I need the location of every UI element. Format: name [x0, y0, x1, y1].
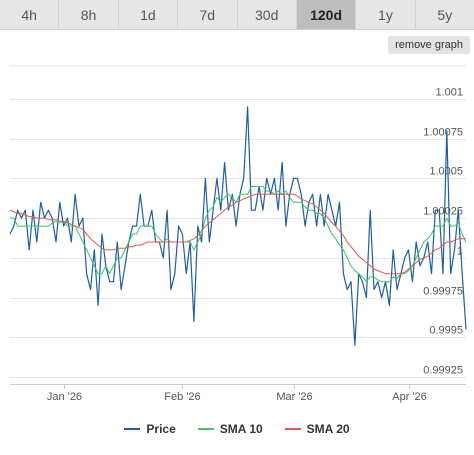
legend-label-sma10: SMA 10: [219, 422, 263, 436]
legend-label-sma20: SMA 20: [306, 422, 350, 436]
chart-series: [9, 106, 467, 346]
x-tick-label: Jan '26: [47, 391, 82, 403]
y-tick-label: 1: [457, 246, 463, 258]
series-line-sma20: [9, 193, 466, 275]
y-axis-labels: 1.0011.000751.00051.0002510.999750.99950…: [423, 87, 463, 377]
tab-8h[interactable]: 8h: [59, 0, 119, 29]
tab-7d[interactable]: 7d: [178, 0, 238, 29]
chart-legend: Price SMA 10 SMA 20: [0, 420, 474, 438]
x-tick-label: Feb '26: [164, 391, 200, 403]
series-line-price: [9, 106, 467, 346]
remove-graph-button[interactable]: remove graph: [388, 36, 470, 54]
x-tick-label: Apr '26: [392, 391, 427, 403]
tab-5y[interactable]: 5y: [437, 6, 453, 23]
x-axis: Jan '26 Feb '26 Mar '26 Apr '26: [10, 384, 466, 403]
y-tick-label: 1.00075: [423, 127, 463, 139]
legend-item-sma10[interactable]: SMA 10: [197, 422, 263, 436]
legend-swatch-price: [124, 428, 141, 430]
series-line-sma10: [10, 185, 467, 283]
y-tick-label: 0.99975: [423, 286, 463, 298]
price-chart: 1.0011.000751.00051.0002510.999750.99950…: [9, 65, 467, 403]
legend-swatch-sma10: [197, 428, 214, 430]
tab-4h[interactable]: 4h: [0, 0, 60, 29]
tab-120d[interactable]: 120d: [296, 0, 357, 29]
legend-label-price: Price: [146, 422, 176, 436]
y-tick-label: 0.9995: [429, 325, 463, 337]
legend-item-sma20[interactable]: SMA 20: [284, 422, 350, 436]
y-tick-label: 1.00025: [423, 206, 463, 218]
x-tick-label: Mar '26: [276, 391, 312, 403]
legend-swatch-sma20: [284, 428, 301, 430]
timeframe-tabs: 4h 8h 1d 7d 30d 120d 1y 5y: [0, 0, 474, 30]
y-tick-label: 1.001: [435, 87, 463, 99]
legend-item-price[interactable]: Price: [124, 422, 176, 436]
tab-30d[interactable]: 30d: [238, 0, 297, 29]
tab-1y[interactable]: 1y: [356, 0, 416, 29]
y-tick-label: 0.99925: [423, 365, 463, 377]
tab-1d[interactable]: 1d: [119, 0, 179, 29]
